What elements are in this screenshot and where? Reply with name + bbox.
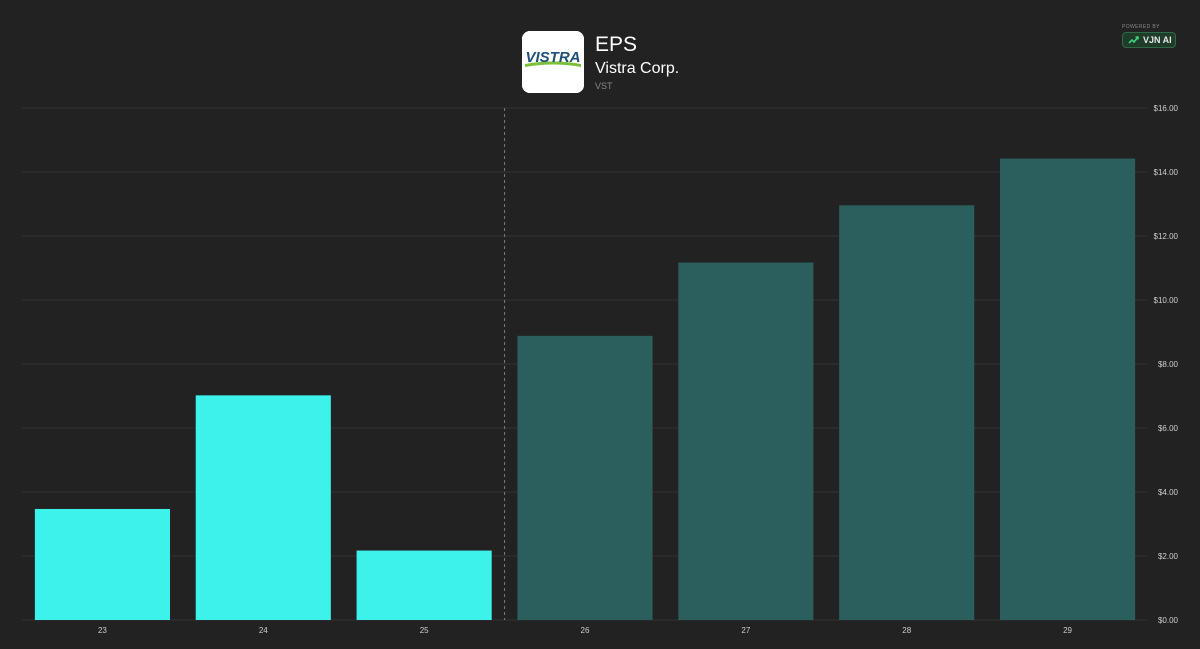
bar-layer (34, 158, 1136, 620)
vjn-ai-label: VJN AI (1143, 35, 1172, 45)
x-tick-label: 27 (741, 626, 750, 635)
ticker-symbol: VST (595, 81, 613, 91)
y-tick-label: $10.00 (1154, 296, 1179, 305)
x-tick-label: 28 (902, 626, 911, 635)
vjn-ai-badge[interactable]: VJN AI (1122, 32, 1176, 48)
powered-by-badge[interactable]: POWERED BY VJN AI (1122, 24, 1176, 48)
x-tick-label: 24 (259, 626, 268, 635)
y-tick-label: $0.00 (1158, 616, 1179, 625)
y-tick-label: $8.00 (1158, 360, 1179, 369)
axis-layer: $0.00 $2.00 $4.00 $6.00 $8.00 $10.00 $12.00 $14… (98, 104, 1179, 635)
bar-25 (356, 550, 492, 620)
chart-title: EPS (595, 33, 638, 56)
bar-27 (678, 262, 814, 620)
company-name: Vistra Corp. (595, 60, 680, 77)
y-tick-label: $2.00 (1158, 552, 1179, 561)
y-tick-label: $14.00 (1154, 168, 1179, 177)
y-tick-label: $12.00 (1154, 232, 1179, 241)
bar-26 (517, 335, 653, 620)
y-tick-label: $6.00 (1158, 424, 1179, 433)
x-tick-label: 25 (420, 626, 429, 635)
bar-28 (839, 205, 975, 620)
trend-up-icon (1128, 36, 1139, 44)
bar-23 (34, 508, 170, 620)
y-tick-label: $4.00 (1158, 488, 1179, 497)
bar-24 (195, 395, 331, 620)
y-tick-label: $16.00 (1154, 104, 1179, 113)
x-tick-label: 29 (1063, 626, 1072, 635)
svg-text:VISTRA: VISTRA (525, 49, 580, 66)
bar-29 (1000, 158, 1136, 620)
vistra-logo-icon: VISTRA (522, 31, 584, 93)
company-logo: VISTRA (522, 31, 584, 93)
powered-by-label: POWERED BY (1122, 24, 1160, 30)
x-tick-label: 23 (98, 626, 107, 635)
x-tick-label: 26 (581, 626, 590, 635)
